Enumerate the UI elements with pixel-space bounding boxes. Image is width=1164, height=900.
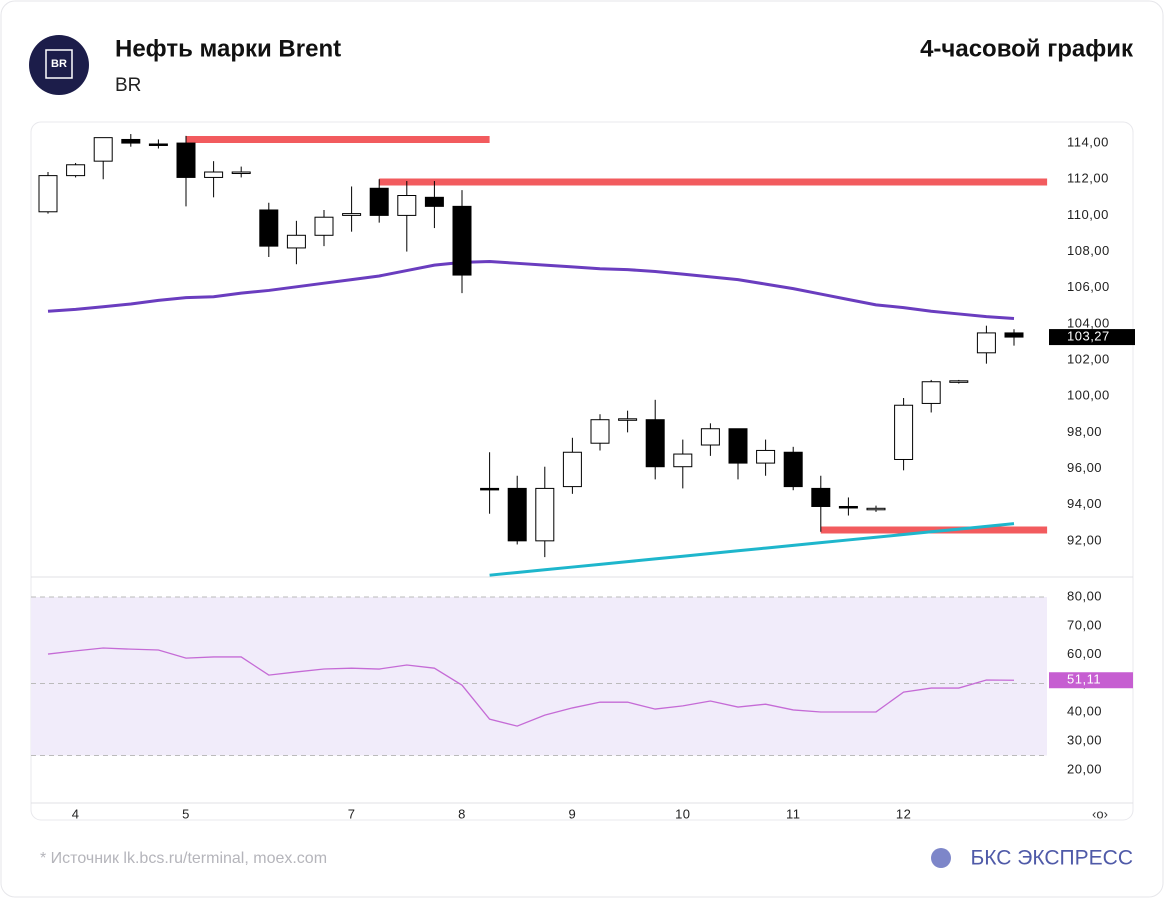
candle-body [121, 138, 141, 144]
y-tick-label: 20,00 [1067, 761, 1102, 776]
line-series [47, 260, 1015, 320]
price-tag-label: 103,27 [1067, 329, 1110, 344]
candle-body [176, 142, 196, 178]
y-tick-label: 100,00 [1067, 388, 1110, 403]
y-tick-label: 102,00 [1067, 351, 1110, 366]
candle-body [342, 213, 362, 216]
y-tick-label: 40,00 [1067, 704, 1102, 719]
candle-body [783, 451, 803, 488]
candle-body [148, 143, 168, 146]
candle-body [700, 428, 720, 446]
value-tag-label: 51,11 [1067, 672, 1101, 687]
line-series [47, 647, 1015, 727]
candle-body [507, 487, 527, 542]
charts: 92,0094,0096,0098,00100,00102,00104,0010… [31, 134, 1135, 821]
candle-body [1004, 332, 1024, 338]
candle-body [286, 234, 306, 249]
candle-body [93, 137, 113, 162]
source: * Источник lk.bcs.ru/terminal, moex.com [40, 850, 327, 867]
timeframe: 4-часовой график [920, 35, 1134, 62]
candle-body [424, 196, 444, 207]
candle-body [811, 487, 831, 507]
candle-body [645, 419, 665, 468]
candle-body [838, 505, 858, 509]
candle-body [369, 187, 389, 216]
candle-body [397, 195, 417, 216]
y-tick-label: 112,00 [1067, 171, 1109, 186]
candle-body [976, 332, 996, 354]
x-tick-label: 9 [569, 806, 577, 821]
x-tick-label: 4 [72, 806, 80, 821]
candle-body [535, 487, 555, 542]
candle-body [728, 428, 748, 464]
candle-body [231, 171, 251, 175]
y-tick-label: 104,00 [1067, 315, 1110, 330]
logo-text: BR [51, 58, 67, 70]
y-tick-label: 92,00 [1067, 532, 1102, 547]
x-tick-label: 12 [896, 806, 911, 821]
y-tick-label: 114,00 [1067, 135, 1109, 150]
logo-frame [45, 49, 73, 79]
subtitle: BR [115, 75, 141, 96]
y-tick-label: 98,00 [1067, 424, 1102, 439]
y-tick-label: 30,00 [1067, 732, 1102, 747]
candle-body [590, 419, 610, 444]
x-tick-label: 7 [348, 806, 356, 821]
x-tick-label: 11 [786, 806, 801, 821]
x-tick-label: 8 [458, 806, 466, 821]
rsi-band [31, 597, 1047, 756]
brand: БКС ЭКСПРЕСС [971, 847, 1133, 870]
value-tag [1049, 672, 1133, 689]
logo [29, 35, 89, 95]
candle-body [618, 418, 638, 421]
x-tick-label: 10 [675, 806, 690, 821]
x-tick-label: 5 [182, 806, 190, 821]
brand-logo [931, 848, 951, 868]
candle-body [673, 453, 693, 468]
line-series [489, 522, 1015, 577]
candle-body [866, 507, 886, 511]
candle-body [949, 380, 969, 383]
candle-body [921, 381, 941, 404]
candle-body [894, 404, 914, 460]
y-tick-label: 106,00 [1067, 279, 1110, 294]
y-tick-label: 70,00 [1067, 617, 1102, 632]
candle-body [66, 164, 86, 177]
candle-body [756, 449, 776, 464]
y-tick-label: 80,00 [1067, 588, 1102, 603]
y-tick-label: 110,00 [1067, 207, 1109, 222]
y-tick-label: 108,00 [1067, 243, 1110, 258]
y-tick-label: 96,00 [1067, 460, 1102, 475]
candle-body [38, 175, 58, 213]
candle-body [480, 487, 500, 491]
candle-body [259, 209, 279, 247]
candle-body [314, 216, 334, 236]
candle-body [562, 451, 582, 488]
price-tag [1049, 329, 1135, 346]
scale-icon[interactable]: ‹o› [1092, 806, 1108, 821]
y-tick-label: 94,00 [1067, 496, 1102, 511]
candle-body [452, 205, 472, 276]
title: Нефть марки Brent [115, 35, 341, 62]
y-tick-label: 60,00 [1067, 646, 1102, 661]
candle-body [204, 171, 224, 178]
